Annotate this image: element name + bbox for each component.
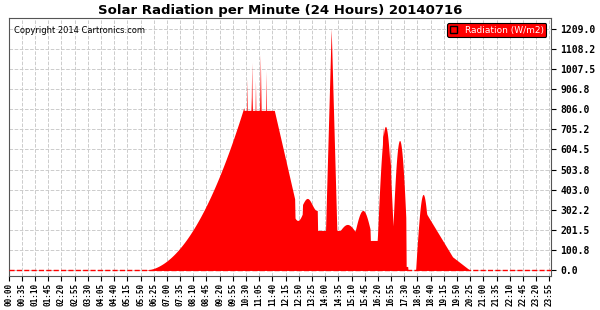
Title: Solar Radiation per Minute (24 Hours) 20140716: Solar Radiation per Minute (24 Hours) 20… [98,4,462,17]
Legend: Radiation (W/m2): Radiation (W/m2) [448,23,547,37]
Text: Copyright 2014 Cartronics.com: Copyright 2014 Cartronics.com [14,26,145,35]
